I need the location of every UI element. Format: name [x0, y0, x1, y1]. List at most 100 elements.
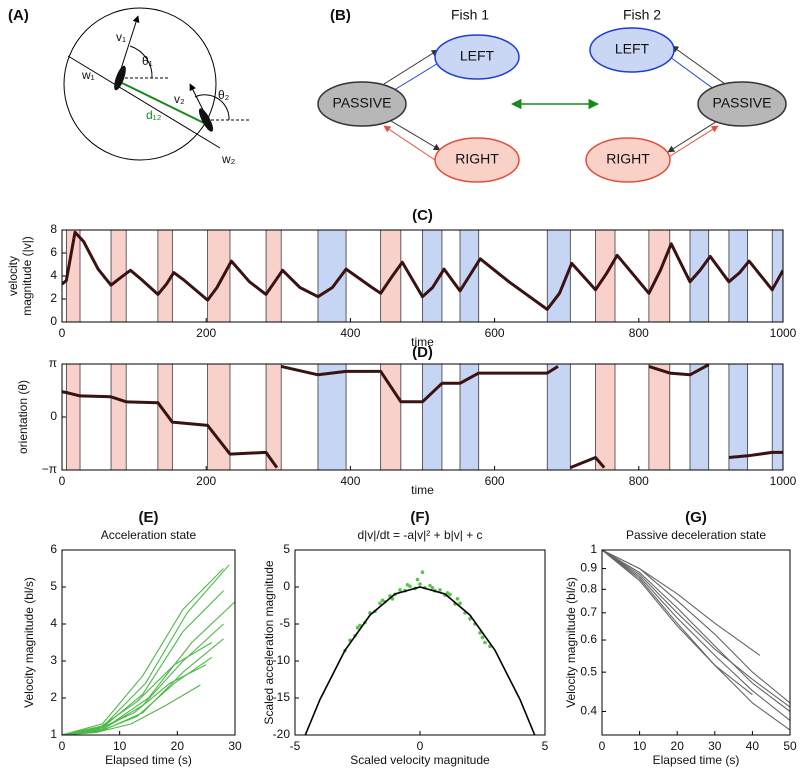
x-axis-label: Scaled velocity magnitude: [350, 753, 490, 767]
y-tick-label: 0.9: [580, 561, 597, 575]
y-tick-label: 1: [50, 727, 57, 741]
distance-line: [119, 81, 207, 125]
line-series: [602, 550, 790, 721]
state-label: PASSIVE: [713, 95, 772, 111]
panel-title: (D): [412, 344, 433, 361]
line-series: [62, 564, 230, 735]
state-band: [207, 363, 231, 471]
state-band: [595, 363, 616, 471]
y-tick-label: 0: [50, 409, 57, 423]
y-tick-label: -20: [273, 727, 291, 741]
x-tick-label: 0: [59, 474, 66, 488]
fish-title: Fish 2: [623, 7, 661, 23]
scatter-point: [378, 601, 382, 606]
scatter-point: [438, 588, 442, 592]
fit-curve: [304, 586, 536, 735]
scatter-point: [430, 585, 435, 590]
scatter-point: [420, 570, 425, 574]
scatter-point: [405, 582, 410, 587]
x-tick-label: 600: [485, 326, 505, 340]
line-series: [62, 664, 207, 735]
scatter-point: [480, 635, 485, 640]
scatter-point: [455, 597, 460, 601]
panel-label: (B): [330, 7, 351, 24]
state-band: [546, 363, 571, 471]
y-tick-label: 8: [50, 222, 57, 236]
line-series: [602, 550, 761, 656]
symbol: w₁: [81, 68, 95, 82]
y-tick-label: 0.4: [580, 704, 597, 718]
y-tick-label: 3: [50, 653, 57, 667]
symbol: θ₁: [142, 54, 153, 68]
state-band: [110, 363, 127, 471]
state-label: PASSIVE: [333, 95, 392, 111]
angle-arc: [194, 94, 230, 121]
scatter-point: [478, 631, 482, 635]
y-tick-label: 0: [283, 579, 290, 593]
fish: [114, 65, 126, 91]
y-tick-label: 4: [50, 268, 57, 282]
y-axis-label: Velocity magnitude (bl/s): [22, 577, 36, 708]
scatter-point: [380, 598, 385, 603]
state-band: [65, 363, 81, 471]
y-axis-label: velocity: [6, 256, 20, 296]
line-series: [62, 623, 224, 735]
state-band: [648, 229, 671, 323]
y-tick-label: 0.6: [580, 632, 597, 646]
y-tick-label: 6: [50, 542, 57, 556]
scatter-point: [355, 625, 360, 630]
panel-title: (F): [410, 509, 429, 526]
state-label: RIGHT: [606, 151, 650, 167]
state-node: [697, 81, 787, 127]
panel-title: (G): [685, 509, 707, 526]
fish-title: Fish 1: [451, 7, 489, 23]
panel-subtitle: Acceleration state: [101, 528, 197, 542]
state-band: [689, 363, 710, 471]
state-node: [434, 137, 520, 183]
symbol: d₁₂: [146, 108, 162, 122]
symbol: w₂: [221, 152, 236, 166]
line-series: [62, 590, 224, 735]
y-tick-label: 4: [50, 616, 57, 630]
plot-frame: [294, 549, 546, 736]
y-tick-label: -5: [279, 616, 290, 630]
y-tick-label: 5: [50, 579, 57, 593]
line-series: [62, 638, 224, 735]
y-tick-label: π: [49, 356, 57, 370]
velocity-arrow: [189, 83, 206, 115]
y-tick-label: 0.5: [580, 664, 597, 678]
x-tick-label: 30: [708, 739, 722, 753]
state-band: [422, 363, 443, 471]
y-tick-label: -15: [273, 690, 291, 704]
y-tick-label: 0: [50, 314, 57, 328]
state-label: LEFT: [460, 48, 495, 64]
x-tick-label: 5: [542, 739, 549, 753]
state-label: LEFT: [615, 41, 650, 57]
x-tick-label: 50: [783, 739, 797, 753]
transition-arrow: [385, 117, 441, 151]
y-tick-label: 2: [50, 690, 57, 704]
y-tick-label: 5: [283, 542, 290, 556]
line-series: [602, 550, 753, 696]
scatter-point: [458, 601, 462, 606]
line-series: [602, 550, 790, 712]
state-band: [689, 229, 710, 323]
transition-arrow: [663, 125, 719, 161]
x-axis-label: Elapsed time (s): [653, 753, 740, 767]
scatter-point: [415, 577, 420, 582]
y-tick-label: 6: [50, 245, 57, 259]
x-tick-label: 20: [171, 739, 185, 753]
x-tick-label: 0: [417, 739, 424, 753]
y-tick-label: 1: [590, 542, 597, 556]
plot-frame: [61, 549, 236, 736]
line-series: [62, 230, 783, 311]
panel-title: (C): [412, 207, 433, 224]
panel-title: (E): [139, 509, 159, 526]
y-axis-label: Velocity magnitude (bl/s): [564, 577, 578, 708]
x-tick-label: 400: [340, 326, 360, 340]
x-tick-label: 200: [196, 326, 216, 340]
state-node: [585, 137, 671, 183]
state-band: [317, 363, 347, 471]
symbol: v₂: [174, 92, 185, 106]
y-axis-label: Scaled acceleration magnitude: [262, 560, 276, 724]
